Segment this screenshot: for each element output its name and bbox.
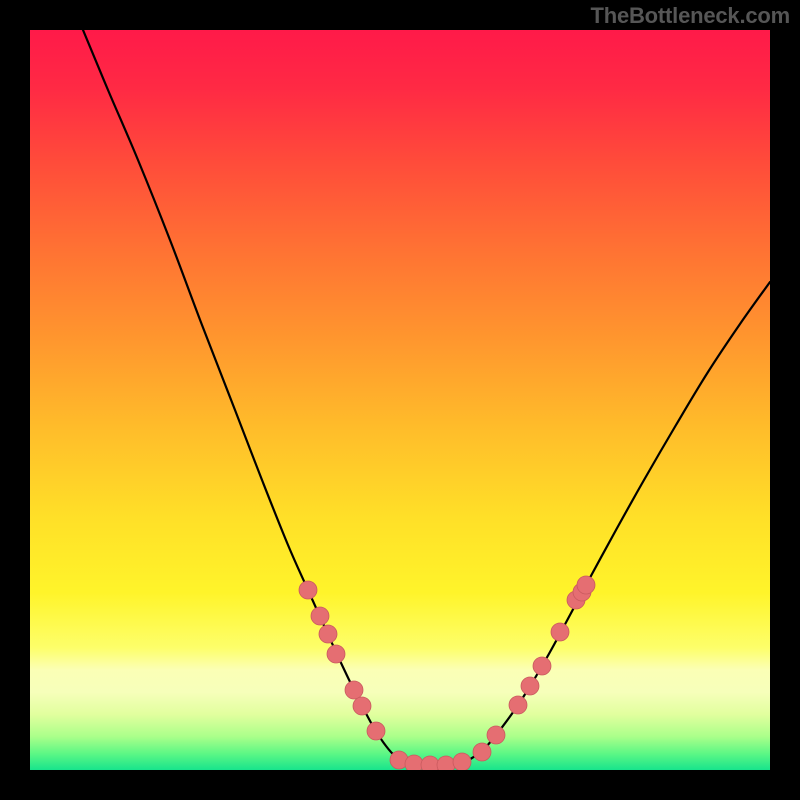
marker-point [353,697,371,715]
marker-point [577,576,595,594]
marker-point [421,756,439,770]
gradient-background [30,30,770,770]
plot-area [30,30,770,770]
marker-point [345,681,363,699]
marker-point [487,726,505,744]
marker-point [367,722,385,740]
marker-point [533,657,551,675]
marker-point [437,756,455,770]
marker-point [521,677,539,695]
marker-point [453,753,471,770]
marker-point [327,645,345,663]
plot-svg [30,30,770,770]
marker-point [509,696,527,714]
marker-point [405,755,423,770]
marker-point [299,581,317,599]
marker-point [473,743,491,761]
watermark-text: TheBottleneck.com [590,3,790,29]
marker-point [319,625,337,643]
marker-point [311,607,329,625]
outer-frame: TheBottleneck.com [0,0,800,800]
marker-point [551,623,569,641]
